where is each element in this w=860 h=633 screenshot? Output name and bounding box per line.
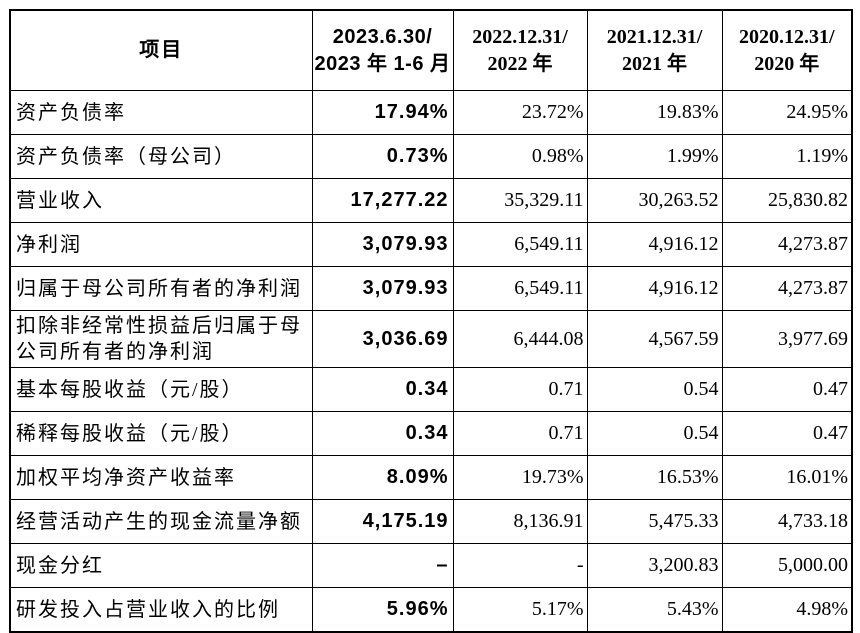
cell-value: 6,549.11: [452, 222, 588, 267]
table-row: 资产负债率 17.94% 23.72% 19.83% 24.95%: [9, 90, 853, 135]
cell-value: 25,830.82: [721, 178, 853, 223]
cell-value: 3,977.69: [721, 310, 853, 368]
header-line-1: 2023.6.30/: [332, 25, 433, 48]
column-header-2021: 2021.12.31/ 2021 年: [586, 9, 723, 91]
cell-value: 1.19%: [721, 134, 853, 179]
cell-value: 0.54: [586, 411, 723, 456]
cell-value: 24.95%: [721, 90, 853, 135]
cell-value: 17,277.22: [311, 178, 454, 223]
cell-value: 5,475.33: [586, 499, 723, 544]
row-label: 现金分红: [9, 543, 313, 588]
cell-value: 4,273.87: [721, 266, 853, 311]
table-row: 营业收入 17,277.22 35,329.11 30,263.52 25,830.82: [9, 178, 853, 223]
table-row: 研发投入占营业收入的比例 5.96% 5.17% 5.43% 4.98%: [9, 587, 853, 633]
column-header-2022: 2022.12.31/ 2022 年: [452, 9, 588, 91]
table-row: 稀释每股收益（元/股） 0.34 0.71 0.54 0.47: [9, 411, 853, 456]
cell-value: 8,136.91: [452, 499, 588, 544]
cell-value: 23.72%: [452, 90, 588, 135]
cell-value: 3,036.69: [311, 310, 454, 368]
row-label: 资产负债率: [9, 90, 313, 135]
header-line-2: 2022 年: [487, 52, 553, 75]
cell-value: 5.43%: [586, 587, 723, 633]
cell-value: 3,079.93: [311, 222, 454, 267]
header-line-1: 2022.12.31/: [472, 25, 568, 48]
cell-value: 6,444.08: [452, 310, 588, 368]
row-label: 稀释每股收益（元/股）: [9, 411, 313, 456]
cell-value: 4,273.87: [721, 222, 853, 267]
cell-value: 4,733.18: [721, 499, 853, 544]
cell-value: 4,567.59: [586, 310, 723, 368]
cell-value: 4,916.12: [586, 222, 723, 267]
header-line-1: 2021.12.31/: [606, 25, 703, 48]
table-row: 扣除非经常性损益后归属于母公司所有者的净利润 3,036.69 6,444.08 4,…: [9, 310, 853, 368]
row-label: 资产负债率（母公司）: [9, 134, 313, 179]
cell-value: 16.01%: [721, 455, 853, 500]
cell-value: 0.71: [452, 411, 588, 456]
cell-value: 5.96%: [311, 587, 454, 633]
cell-value: 19.73%: [452, 455, 588, 500]
table-row: 现金分红 – -3,200.83 5,000.00: [9, 543, 853, 588]
row-label: 加权平均净资产收益率: [9, 455, 313, 500]
cell-value: –: [311, 543, 454, 588]
column-header-2023-h1: 2023.6.30/ 2023 年 1-6 月: [311, 9, 454, 91]
cell-value: 5,000.00: [721, 543, 853, 588]
table-row: 加权平均净资产收益率 8.09% 19.73% 16.53% 16.01%: [9, 455, 853, 500]
cell-value: 0.98%: [452, 134, 588, 179]
cell-value: 16.53%: [586, 455, 723, 500]
row-label: 经营活动产生的现金流量净额: [9, 499, 313, 544]
column-header-item: 项目: [9, 9, 313, 91]
cell-value: 0.34: [311, 367, 454, 412]
row-label: 归属于母公司所有者的净利润: [9, 266, 313, 311]
row-label: 营业收入: [9, 178, 313, 223]
header-line-1: 2020.12.31/: [738, 25, 835, 48]
cell-value: 3,200.83: [586, 543, 723, 588]
cell-value: 0.47: [721, 367, 853, 412]
cell-value: 4,916.12: [586, 266, 723, 311]
table-row: 基本每股收益（元/股） 0.34 0.71 0.54 0.47: [9, 367, 853, 412]
header-line-2: 2020 年: [754, 52, 820, 75]
row-label: 研发投入占营业收入的比例: [9, 587, 313, 633]
cell-value: -: [452, 543, 588, 588]
cell-value: 0.54: [586, 367, 723, 412]
cell-value: 19.83%: [586, 90, 723, 135]
column-header-2020: 2020.12.31/ 2020 年: [721, 9, 853, 91]
row-label: 净利润: [9, 222, 313, 267]
cell-value: 0.73%: [311, 134, 454, 179]
header-line-2: 2023 年 1-6 月: [314, 52, 451, 75]
cell-value: 8.09%: [311, 455, 454, 500]
cell-value: 0.47: [721, 411, 853, 456]
cell-value: 1.99%: [586, 134, 723, 179]
cell-value: 17.94%: [311, 90, 454, 135]
cell-value: 6,549.11: [452, 266, 588, 311]
cell-value: 0.34: [311, 411, 454, 456]
cell-value: 3,079.93: [311, 266, 454, 311]
table-row: 净利润 3,079.93 6,549.11 4,916.12 4,273.87: [9, 222, 853, 267]
table-body: 资产负债率 17.94% 23.72% 19.83% 24.95% 资产负债率（母公司） 0…: [9, 90, 853, 633]
row-label: 基本每股收益（元/股）: [9, 367, 313, 412]
cell-value: 5.17%: [452, 587, 588, 633]
table-row: 经营活动产生的现金流量净额 4,175.19 8,136.91 5,475.33 4,7…: [9, 499, 853, 544]
header-line-2: 2021 年: [622, 52, 687, 75]
table-row: 归属于母公司所有者的净利润 3,079.93 6,549.11 4,916.12 4,2…: [9, 266, 853, 311]
cell-value: 4.98%: [721, 587, 853, 633]
row-label: 扣除非经常性损益后归属于母公司所有者的净利润: [9, 310, 313, 368]
cell-value: 0.71: [452, 367, 588, 412]
cell-value: 35,329.11: [452, 178, 588, 223]
financial-summary-table: 项目 2023.6.30/ 2023 年 1-6 月 2022.12.31/ 2…: [9, 9, 853, 633]
cell-value: 30,263.52: [586, 178, 723, 223]
table-row: 资产负债率（母公司） 0.73% 0.98% 1.99% 1.19%: [9, 134, 853, 179]
cell-value: 4,175.19: [311, 499, 454, 544]
header-row: 项目 2023.6.30/ 2023 年 1-6 月 2022.12.31/ 2…: [9, 9, 853, 91]
